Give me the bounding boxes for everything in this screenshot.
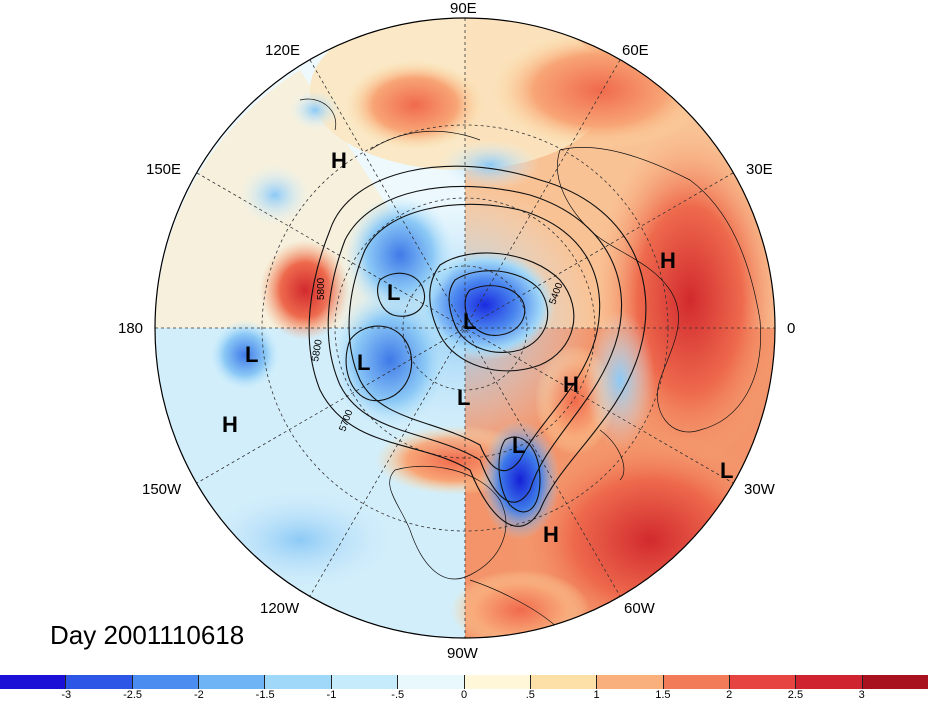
colorbar-tick-label: -2	[193, 689, 204, 701]
colorbar-segment	[597, 675, 664, 689]
lon-label-60e: 60E	[622, 42, 649, 59]
colorbar-tick-label: 2	[726, 689, 733, 701]
low-marker: L	[357, 350, 370, 375]
lon-label-150e: 150E	[146, 161, 182, 178]
colorbar-segment	[265, 675, 332, 689]
colorbar-segment	[862, 675, 928, 689]
colorbar-tick-label: -1	[326, 689, 337, 701]
low-marker: L	[720, 458, 733, 483]
low-marker: L	[387, 280, 400, 305]
lon-label-90w: 90W	[447, 645, 478, 662]
low-marker: L	[512, 433, 525, 458]
colorbar-tick-label: -3	[61, 689, 72, 701]
colorbar-tick-label: -2.5	[123, 689, 143, 701]
contour-label: 5800	[316, 277, 327, 300]
lon-label-90e: 90E	[450, 0, 477, 17]
colorbar-tick-label: -.5	[391, 689, 405, 701]
colorbar-segment	[199, 675, 266, 689]
lon-label-180: 180	[118, 320, 144, 337]
colorbar-segment	[530, 675, 598, 689]
colorbar-segment	[464, 675, 531, 689]
lon-label-150w: 150W	[142, 481, 182, 498]
colorbar	[0, 675, 928, 689]
colorbar-labels: -3 -2.5 -2 -1.5 -1 -.5 0 .5 1 1.5 2 2.5 3	[0, 689, 928, 702]
low-marker: L	[463, 309, 476, 334]
colorbar-segment	[66, 675, 133, 689]
colorbar-tick-label: 0	[460, 689, 468, 701]
lon-label-60w: 60W	[624, 600, 655, 617]
colorbar-segment	[0, 675, 67, 689]
high-marker: H	[660, 248, 676, 273]
high-marker: H	[331, 148, 347, 173]
lon-label-30w: 30W	[744, 481, 775, 498]
colorbar-tick-label: 3	[858, 689, 865, 701]
colorbar-segment	[729, 675, 797, 689]
colorbar-segment	[398, 675, 465, 689]
lon-label-0: 0	[787, 320, 796, 337]
colorbar-tick-label: .5	[525, 689, 535, 701]
map-title: Day 2001110618	[50, 620, 245, 650]
high-marker: H	[563, 372, 579, 397]
colorbar-tick-label: 1	[593, 689, 600, 701]
colorbar-segment	[331, 675, 399, 689]
contour-label: 5800	[310, 338, 325, 362]
lon-label-120e: 120E	[265, 42, 301, 59]
colorbar-tick-label: 1.5	[655, 689, 671, 701]
low-marker: L	[457, 385, 470, 410]
colorbar-segment	[796, 675, 863, 689]
high-marker: H	[222, 412, 238, 437]
colorbar-tick-label: 2.5	[787, 689, 804, 701]
colorbar-segment	[132, 675, 200, 689]
low-marker: L	[245, 342, 258, 367]
lon-label-120w: 120W	[260, 600, 300, 617]
colorbar-segment	[663, 675, 730, 689]
high-marker: H	[543, 522, 559, 547]
lon-label-30e: 30E	[746, 161, 773, 178]
colorbar-tick-label: -1.5	[255, 689, 275, 701]
